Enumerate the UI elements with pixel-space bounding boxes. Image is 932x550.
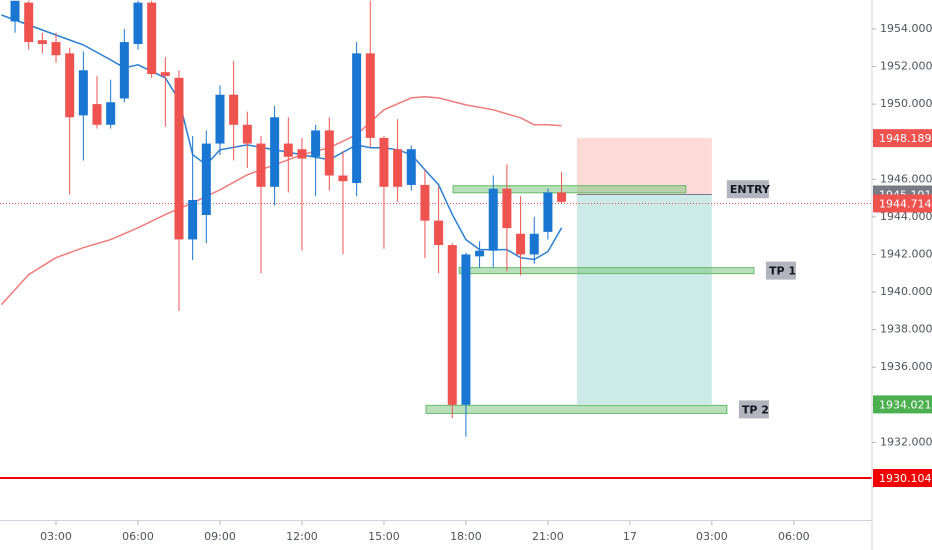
y-tick-label: 1952.000 <box>880 60 932 73</box>
candle-body <box>65 53 75 118</box>
candle-body <box>92 104 102 125</box>
x-tick-label: 17 <box>623 530 637 543</box>
zone <box>458 267 755 275</box>
x-tick-label: 18:00 <box>450 530 482 543</box>
candle-body <box>188 199 198 240</box>
x-tick-label: 06:00 <box>778 530 810 543</box>
candle-body <box>488 188 498 251</box>
x-tick-label: 12:00 <box>286 530 318 543</box>
y-tick-label: 1950.000 <box>880 97 932 110</box>
zone <box>425 404 728 414</box>
y-tick-label: 1932.000 <box>880 435 932 448</box>
candle-body <box>256 143 266 187</box>
stop-zone <box>576 138 712 195</box>
candle-body <box>37 40 47 44</box>
x-tick-label: 06:00 <box>122 530 154 543</box>
candle-body <box>10 0 20 22</box>
candle-body <box>147 2 157 75</box>
x-tick-label: 15:00 <box>368 530 400 543</box>
candle-body <box>461 254 471 405</box>
candle-body <box>379 137 389 187</box>
price-tag: 1944.714 <box>879 197 932 210</box>
candle-body <box>24 2 34 43</box>
candle-body <box>201 143 211 215</box>
y-tick-label: 1942.000 <box>880 247 932 260</box>
candle-body <box>106 102 116 125</box>
price-tag: 1948.189 <box>879 132 932 145</box>
y-tick-label: 1946.000 <box>880 172 932 185</box>
zone <box>452 185 687 194</box>
candle-body <box>160 72 170 76</box>
candle-body <box>393 149 403 187</box>
candle-body <box>229 94 239 125</box>
candle-body <box>311 130 321 157</box>
y-tick-label: 1954.000 <box>880 22 932 35</box>
candle-body <box>365 53 375 138</box>
y-tick-label: 1944.000 <box>880 210 932 223</box>
price-tag-bg <box>873 395 932 414</box>
x-tick-label: 21:00 <box>532 530 564 543</box>
candle-body <box>406 149 416 185</box>
candle-body <box>270 117 280 187</box>
price-tag-bg <box>873 129 932 148</box>
candle-body <box>529 233 539 255</box>
zone-tag-bg <box>765 261 796 280</box>
y-tick-label: 1938.000 <box>880 323 932 336</box>
candle-body <box>475 250 485 257</box>
price-tag: 1934.021 <box>879 398 932 411</box>
candle-body <box>283 143 293 157</box>
candle-body <box>242 124 252 144</box>
price-tag-bg <box>873 469 932 488</box>
price-tag: 1930.104 <box>879 472 932 485</box>
target-zone <box>576 194 712 405</box>
x-tick-label: 03:00 <box>40 530 72 543</box>
candle-body <box>133 2 143 44</box>
candle-body <box>51 42 61 56</box>
candle-body <box>352 53 362 184</box>
moving-average <box>1 14 563 261</box>
candle-body <box>447 245 457 405</box>
candle-body <box>297 149 307 159</box>
plot-area: ENTRY TP 1 TP 2 <box>0 0 872 480</box>
price-tag-bg <box>873 194 932 213</box>
candle-body <box>338 175 348 182</box>
candle-body <box>502 188 512 229</box>
candle-body <box>420 184 430 221</box>
candle-body <box>174 77 184 240</box>
candle-body <box>434 220 444 246</box>
zone-tag: TP 1 <box>769 265 796 278</box>
zone-tag: TP 2 <box>742 403 769 416</box>
candle-body <box>557 192 567 202</box>
zone-tag-bg <box>738 400 769 419</box>
x-tick-label: 09:00 <box>204 530 236 543</box>
candle-body <box>215 94 225 144</box>
candle-body <box>78 70 88 116</box>
candle-body <box>119 42 129 99</box>
candle-body <box>324 130 334 176</box>
zone-tag-bg <box>726 180 769 199</box>
y-tick-label: 1940.000 <box>880 285 932 298</box>
candle-body <box>516 233 526 255</box>
zone-tag: ENTRY <box>730 183 771 196</box>
candle-body <box>543 192 553 232</box>
y-tick-label: 1936.000 <box>880 360 932 373</box>
x-tick-label: 03:00 <box>696 530 728 543</box>
